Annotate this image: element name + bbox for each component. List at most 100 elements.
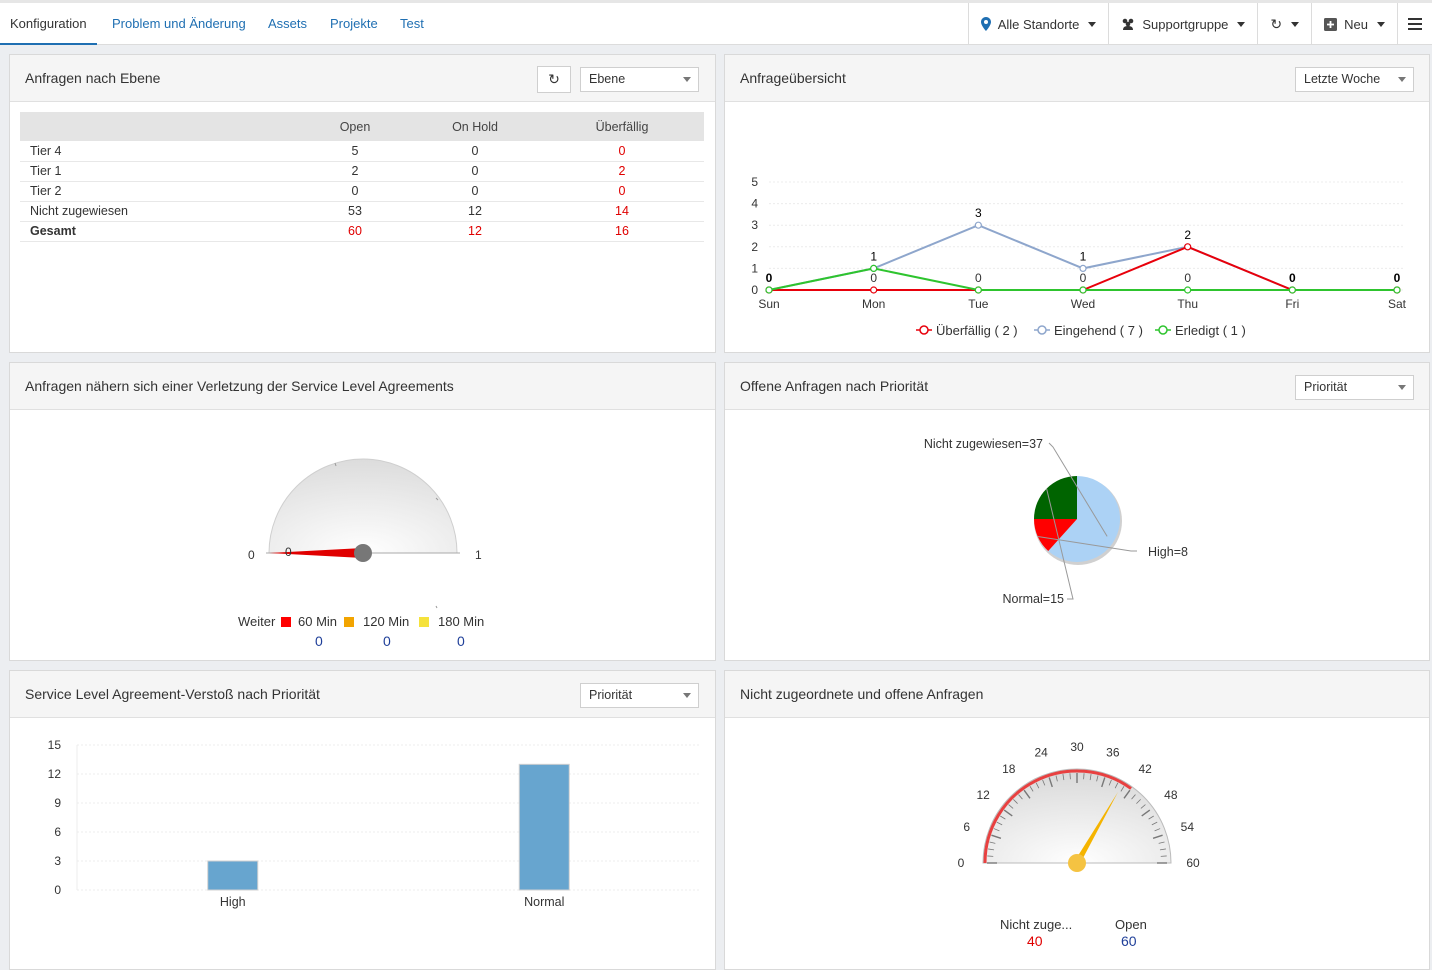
dial-tick-label: 6 [963,820,970,834]
level-select[interactable]: Ebene [580,67,699,92]
priority-select-value: Priorität [1304,380,1347,394]
data-label: 0 [975,271,982,285]
data-point [1185,287,1191,293]
location-dropdown[interactable]: Alle Standorte [968,3,1109,45]
refresh-dropdown[interactable]: ↻ [1257,3,1311,45]
cell-open: 0 [300,181,410,201]
count-120-link[interactable]: 0 [383,633,391,649]
refresh-button[interactable]: ↻ [537,66,571,93]
table-total-row: Gesamt 60 12 16 [20,221,704,241]
table-row[interactable]: Tier 1 2 0 2 [20,161,704,181]
legend-item: 180 Min [438,614,484,629]
data-point [975,222,981,228]
x-tick-label: High [220,895,246,909]
gauge-max-label: 1 [475,548,482,562]
menu-button[interactable] [1397,3,1432,45]
pie-label: Normal=15 [1003,592,1065,606]
count-60-link[interactable]: 0 [315,633,323,649]
cell-on-hold: 0 [410,161,540,181]
pie-label: Nicht zugewiesen=37 [924,437,1043,451]
breach-priority-select[interactable]: Priorität [580,683,699,708]
dial-tick-label: 36 [1106,746,1120,760]
data-label: 1 [1080,249,1087,263]
y-tick-label: 5 [751,175,758,189]
refresh-icon: ↻ [1270,16,1282,33]
panel-header: Service Level Agreement-Verstoß nach Pri… [10,671,715,718]
data-label: 3 [975,206,982,220]
refresh-icon: ↻ [548,71,560,87]
table-row[interactable]: Nicht zugewiesen 53 12 14 [20,201,704,221]
tab-projekte[interactable]: Projekte [330,3,378,45]
period-select-value: Letzte Woche [1304,72,1380,86]
tab-assets[interactable]: Assets [268,3,307,45]
panel-header: Anfragen nähern sich einer Verletzung de… [10,363,715,410]
dial-pivot [1068,854,1086,872]
sla-gauge: 0 0 1 Weiter 60 Min 120 Min 180 Min 0 0 … [10,411,715,661]
pie-label: High=8 [1148,545,1188,559]
data-point [1394,287,1400,293]
y-tick-label: 15 [48,738,62,752]
group-icon [1121,18,1135,30]
priority-select[interactable]: Priorität [1295,375,1414,400]
data-label: 0 [766,271,773,285]
table-row[interactable]: Tier 4 5 0 0 [20,141,704,161]
gauge-value-label: 0 [285,545,292,559]
legend-label: Weiter [238,614,276,629]
tab-konfiguration[interactable]: Konfiguration [0,3,97,45]
legend-marker [1038,326,1046,334]
data-label: 0 [1184,271,1191,285]
count-180-link[interactable]: 0 [457,633,465,649]
x-tick-label: Sat [1388,297,1407,311]
tab-test[interactable]: Test [400,3,424,45]
tab-problem-und-aenderung[interactable]: Problem und Änderung [112,3,246,45]
cell-on-hold: 0 [410,181,540,201]
cell-overdue: 14 [540,201,704,221]
unassigned-value[interactable]: 40 [1027,933,1043,949]
column-header-on-hold: On Hold [410,112,540,141]
cell-overdue: 0 [540,181,704,201]
chevron-down-icon [683,77,691,82]
cell-overdue: 16 [540,221,704,241]
open-value[interactable]: 60 [1121,933,1137,949]
dial-tick-label: 12 [976,788,990,802]
open-label: Open [1115,917,1147,932]
chevron-down-icon [1237,22,1245,27]
dial-tick-label: 30 [1070,740,1084,754]
x-tick-label: Mon [862,297,885,311]
period-select[interactable]: Letzte Woche [1295,67,1414,92]
chevron-down-icon [1291,22,1299,27]
bar [208,861,258,890]
legend-marker [920,326,928,334]
panel-title: Anfragen nähern sich einer Verletzung de… [25,378,454,394]
legend-label: Überfällig ( 2 ) [936,323,1018,338]
requests-by-level-panel: Anfragen nach Ebene ↻ Ebene Open On Hold… [9,54,716,353]
sla-breach-by-priority-panel: Service Level Agreement-Verstoß nach Pri… [9,670,716,970]
panel-header: Anfragen nach Ebene ↻ Ebene [10,55,715,102]
x-tick-label: Sun [758,297,779,311]
row-label: Tier 4 [20,141,300,161]
dial-tick-label: 24 [1034,746,1048,760]
location-pin-icon [981,17,991,31]
sla-approaching-panel: Anfragen nähern sich einer Verletzung de… [9,362,716,661]
data-point [1185,244,1191,250]
y-tick-label: 3 [54,854,61,868]
priority-pie-chart: Nicht zugewiesen=37 High=8 Normal=15 [725,411,1429,661]
new-dropdown[interactable]: Neu [1311,3,1397,45]
column-header-open: Open [300,112,410,141]
support-group-dropdown[interactable]: Supportgruppe [1108,3,1257,45]
row-label: Gesamt [20,221,300,241]
row-label: Tier 2 [20,181,300,201]
gauge-dial [269,459,457,553]
cell-open: 5 [300,141,410,161]
hamburger-menu-icon [1408,18,1422,30]
cell-overdue: 2 [540,161,704,181]
cell-on-hold: 0 [410,141,540,161]
table-row[interactable]: Tier 2 0 0 0 [20,181,704,201]
unassigned-label: Nicht zuge... [1000,917,1072,932]
dial-tick-label: 42 [1139,762,1153,776]
table-header-row: Open On Hold Überfällig [20,112,704,141]
top-navigation-bar: Konfiguration Problem und Änderung Asset… [0,0,1432,45]
